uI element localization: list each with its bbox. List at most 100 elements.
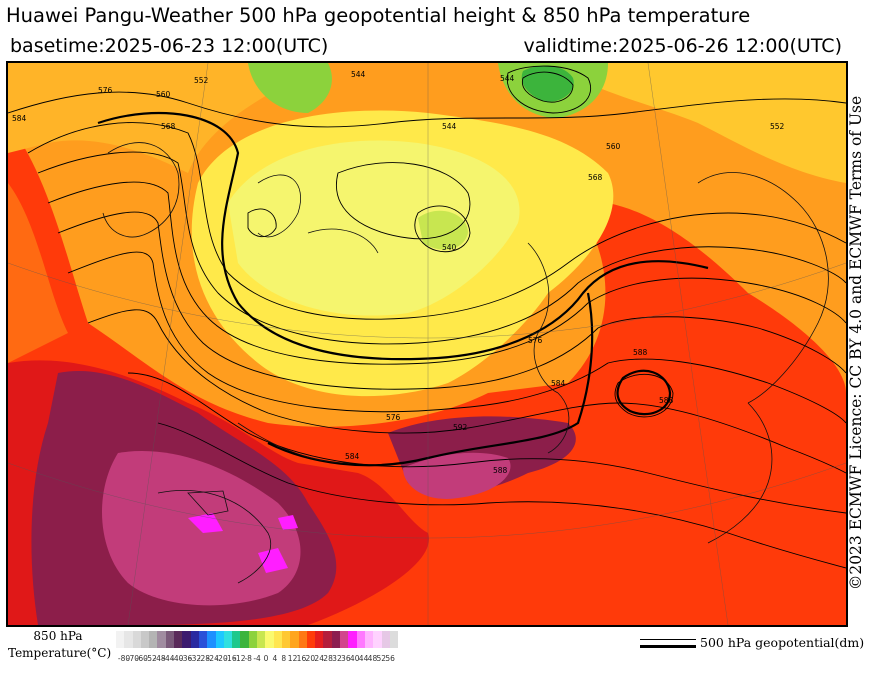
weather-map: 552 560 568 576 584 544 544 540 560 568 … (6, 61, 848, 627)
colorbar-swatch (124, 631, 133, 648)
colorbar-tick-label: -24 (206, 654, 219, 663)
colorbar-tick-label: -8 (244, 654, 252, 663)
colorbar-swatch (232, 631, 241, 648)
extreme-heat-spot-3 (278, 515, 298, 530)
colorbar-swatch (364, 631, 374, 648)
license-text: ©2023 ECMWF Licence: CC BY 4.0 and ECMWF… (847, 95, 865, 591)
legend-thin-line (640, 639, 696, 640)
contour-label: 584 (551, 379, 566, 388)
colorbar-swatch (215, 631, 224, 648)
contour-label: 584 (12, 114, 27, 123)
colorbar-ticks: -80 -70 -60 -52 -48 -44 -40 -36 -32 -28 -24 -20 -16-… (116, 654, 626, 664)
colorbar-tick-label: -32 (188, 654, 202, 663)
legend-thick-line (640, 645, 696, 648)
basetime-label: basetime:2025-06-23 12:00(UTC) (10, 35, 329, 57)
colorbar-tick-label: -48 (153, 654, 166, 663)
map-canvas: 552 560 568 576 584 544 544 540 560 568 … (8, 63, 846, 625)
colorbar-tick-label: -80 (117, 654, 131, 663)
contour-label: 588 (493, 466, 508, 475)
colorbar-swatch (257, 631, 266, 648)
northeast-yellow-orange (548, 63, 846, 183)
cold-pool-deep (521, 65, 574, 102)
contour-label: 560 (156, 90, 171, 99)
colorbar-tick-label: -4 (253, 654, 261, 663)
contour-label: 568 (588, 173, 603, 182)
colorbar-swatch (132, 631, 141, 648)
contour-label: 588 (633, 348, 648, 357)
colorbar-swatch (198, 631, 208, 648)
contour-label: 592 (453, 423, 468, 432)
colorbar-tick-label: -36 (179, 654, 193, 663)
colorbar-tick-label: 32 (332, 654, 342, 663)
contour-label: 568 (161, 122, 176, 131)
contour-label: 552 (194, 76, 209, 85)
extreme-heat-spot-2 (258, 548, 288, 573)
colorbar-swatch (331, 631, 341, 648)
colorbar-tick-label: -16 (224, 654, 237, 663)
colorbar-tick-label: 28 (323, 654, 333, 663)
colorbar-tick-label: -60 (135, 654, 148, 663)
contour-label: 588 (659, 396, 674, 405)
extreme-heat-spot-1 (188, 513, 223, 533)
colorbar-tick-label: 20 (305, 654, 316, 663)
colorbar-swatch (381, 631, 390, 648)
colorbar-swatch (157, 631, 166, 648)
license-note: ©2023 ECMWF Licence: CC BY 4.0 and ECMWF… (844, 78, 868, 608)
geopotential-legend: 500 hPa geopotential(dm) (640, 635, 865, 655)
colorbar-swatch (174, 631, 183, 648)
temperature-colorbar (116, 631, 399, 648)
colorbar-tick-label: -28 (197, 654, 210, 663)
colorbar-tick-label: -44 (162, 654, 175, 663)
chart-title: Huawei Pangu-Weather 500 hPa geopotentia… (6, 4, 751, 27)
colorbar-swatch (323, 631, 332, 648)
colorbar-tick-label: 12 (287, 654, 298, 663)
colorbar-swatch (356, 631, 365, 648)
colorbar-swatch (306, 631, 316, 648)
colorbar-swatch (116, 631, 125, 648)
contour-labels: 552 560 568 576 584 544 544 540 560 568 … (12, 70, 785, 475)
cold-pool-green-1 (248, 63, 332, 113)
colorbar-tick-label: 4 (272, 654, 278, 663)
colorbar-swatch (373, 631, 382, 648)
contour-label: 584 (345, 452, 360, 461)
colorbar-label-line2: Temperature(°C) (8, 646, 112, 660)
colorbar-tick-label: -40 (171, 654, 184, 663)
colorbar-tick-label: 44 (358, 654, 369, 663)
colorbar-tick-label: 24 (314, 654, 324, 663)
colorbar-swatch (315, 631, 324, 648)
validtime-label: validtime:2025-06-26 12:00(UTC) (523, 35, 842, 57)
contour-label: 576 (386, 413, 401, 422)
colorbar-tick-label: 36 (341, 654, 351, 663)
contour-label: 560 (606, 142, 621, 151)
colorbar-swatch (165, 631, 175, 648)
colorbar-swatch (281, 631, 291, 648)
colorbar-label-line1: 850 hPa (33, 629, 83, 643)
cold-pool-central (418, 210, 468, 250)
colorbar-swatch (207, 631, 216, 648)
colorbar-swatch (240, 631, 249, 648)
colorbar-swatch (182, 631, 191, 648)
north-orange (8, 63, 328, 173)
colorbar-tick-label: -12 (233, 654, 246, 663)
colorbar-tick-label: 48 (367, 654, 378, 663)
cool-region-light-yellow (228, 140, 520, 316)
colorbar-tick-label: 8 (281, 654, 287, 663)
colorbar-swatch (273, 631, 282, 648)
colorbar-swatch (340, 631, 349, 648)
contour-label: 576 (528, 336, 543, 345)
colorbar-tick-label: -70 (126, 654, 139, 663)
colorbar-swatch (389, 631, 399, 648)
colorbar-tick-label: 52 (376, 654, 387, 663)
colorbar-swatch (290, 631, 299, 648)
contour-label: 544 (351, 70, 366, 79)
colorbar-swatch (149, 631, 158, 648)
colorbar-tick-label: -52 (144, 654, 157, 663)
colorbar-swatch (265, 631, 274, 648)
contour-label: 540 (442, 243, 457, 252)
legend-geopotential-label: 500 hPa geopotential(dm) (700, 635, 865, 650)
geopotential-thick-contours (97, 111, 709, 467)
contour-label: 544 (500, 74, 515, 83)
colorbar-swatch (223, 631, 233, 648)
geopotential-contours (8, 65, 846, 569)
colorbar-swatch (190, 631, 199, 648)
